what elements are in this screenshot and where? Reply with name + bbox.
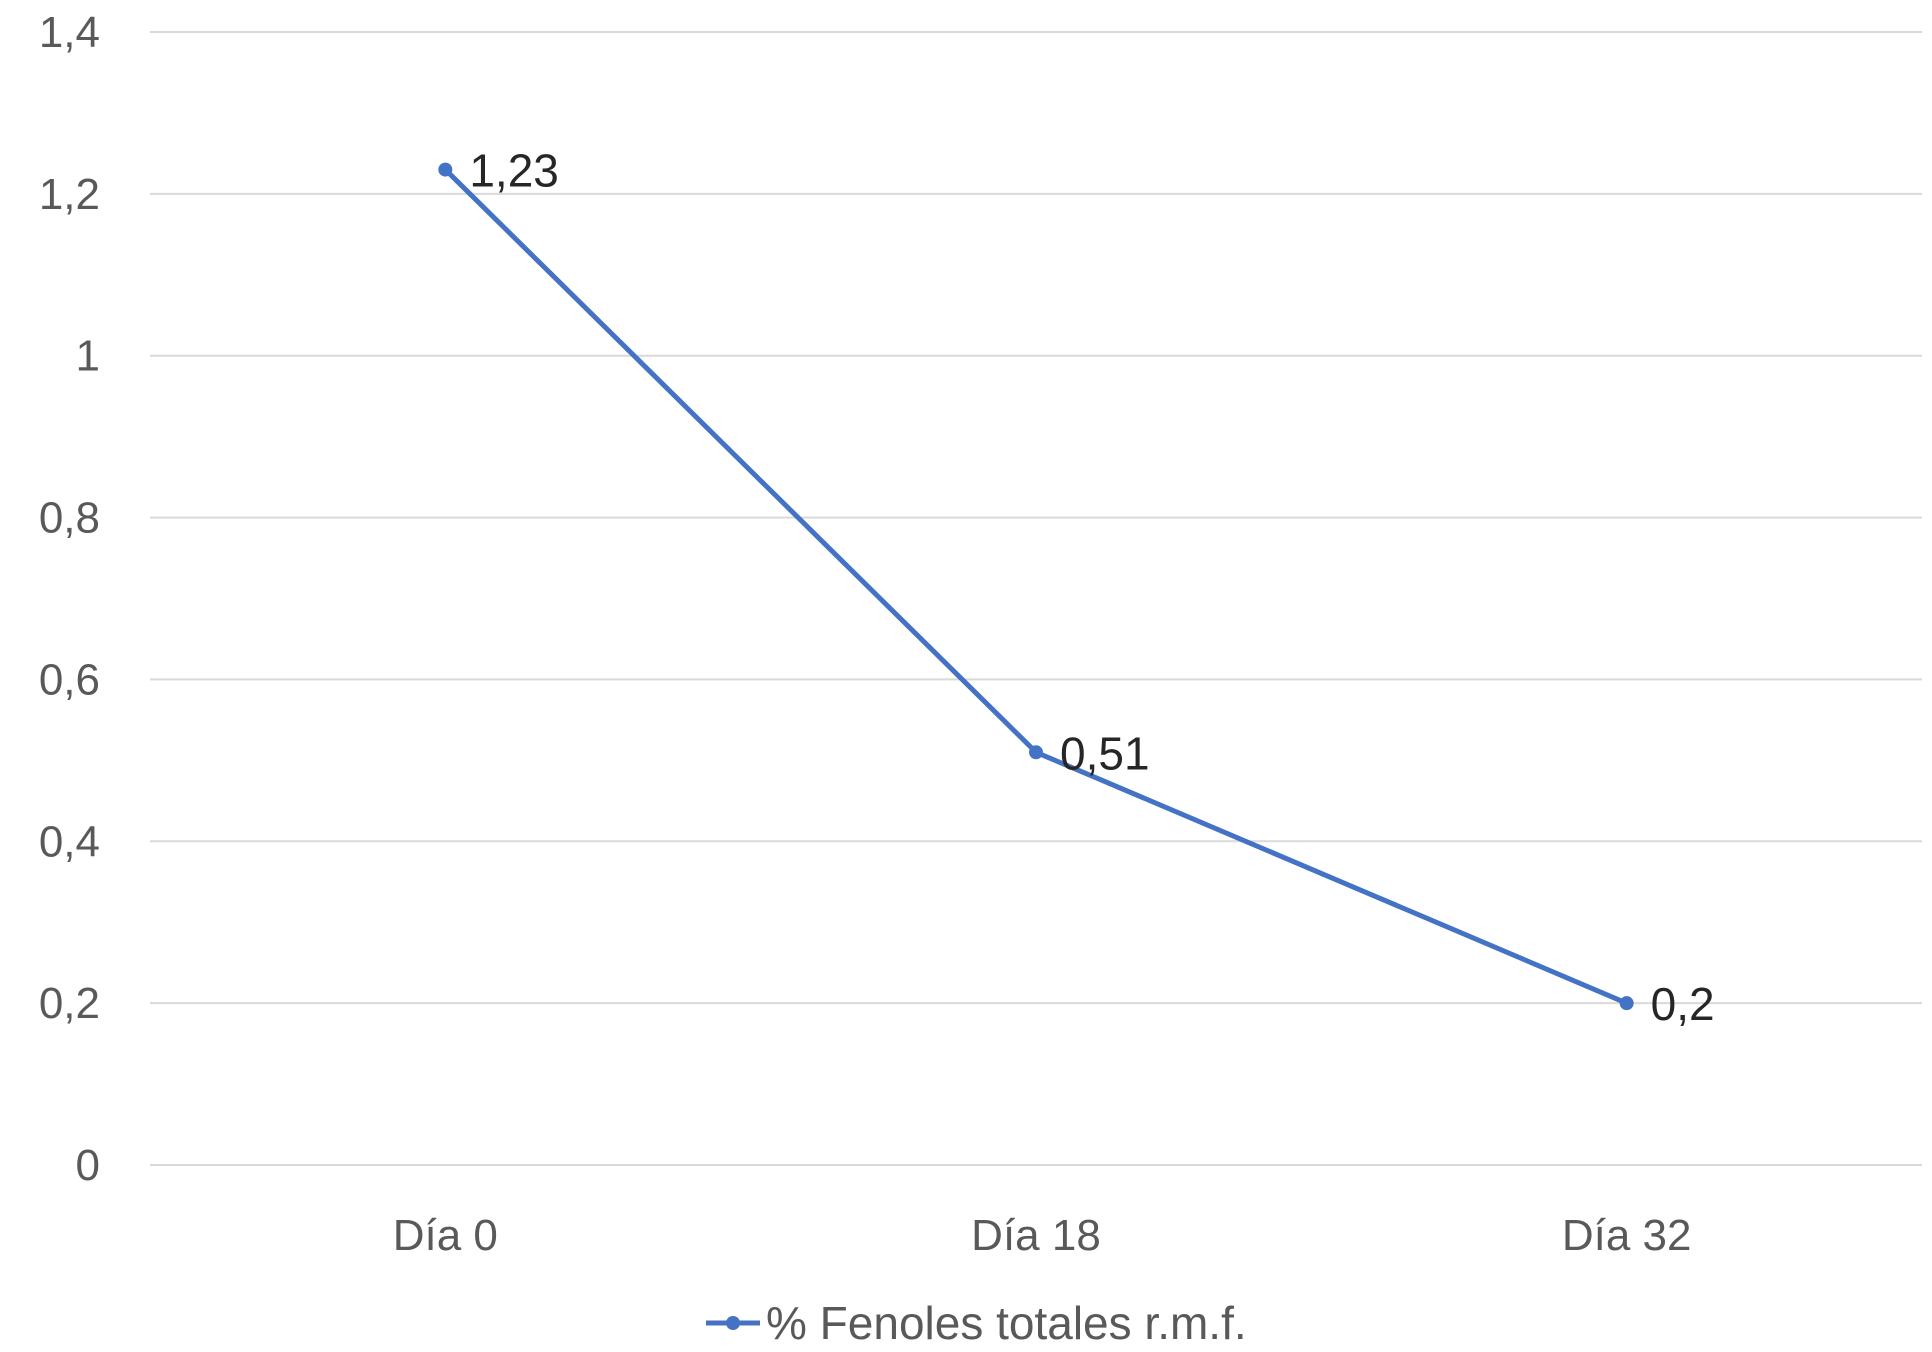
legend-label: % Fenoles totales r.m.f. — [766, 1297, 1247, 1347]
y-tick-label: 0 — [76, 1141, 100, 1190]
y-tick-label: 0,4 — [39, 817, 100, 866]
x-tick-label: Día 18 — [971, 1211, 1101, 1260]
data-point — [1029, 745, 1043, 760]
y-tick-label: 0,6 — [39, 655, 100, 704]
y-tick-label: 0,8 — [39, 494, 100, 543]
data-labels: 1,23 0,51 0,2 — [469, 145, 1714, 1031]
x-tick-label: Día 32 — [1562, 1211, 1692, 1260]
series-line — [443, 167, 1628, 1006]
x-axis-tick-labels: Día 0 Día 18 Día 32 — [393, 1211, 1692, 1260]
data-label: 0,2 — [1651, 978, 1715, 1030]
legend-point-marker — [726, 1316, 740, 1330]
data-label: 1,23 — [469, 145, 559, 197]
x-tick-label: Día 0 — [393, 1211, 498, 1260]
data-point — [438, 162, 453, 177]
series-layer — [438, 162, 1634, 1011]
y-tick-label: 1 — [76, 332, 100, 381]
gridlines — [150, 31, 1922, 1166]
legend: % Fenoles totales r.m.f. — [706, 1297, 1247, 1349]
data-label: 0,51 — [1060, 727, 1150, 779]
y-axis-tick-labels: 0 0,2 0,4 0,6 0,8 1 1,2 1,4 — [39, 8, 100, 1190]
y-tick-label: 0,2 — [39, 979, 100, 1028]
y-tick-label: 1,4 — [39, 8, 100, 57]
y-tick-label: 1,2 — [39, 170, 100, 219]
data-point — [1619, 996, 1634, 1011]
